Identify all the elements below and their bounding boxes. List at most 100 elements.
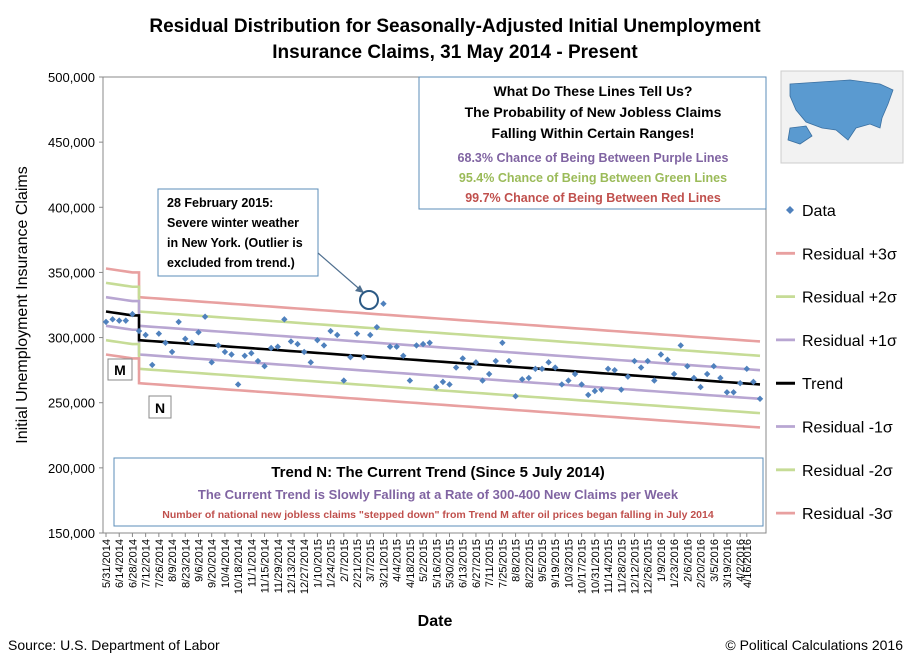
data-point	[188, 339, 196, 346]
x-tick-label: 6/14/2014	[114, 539, 126, 588]
x-tick-label: 8/23/2014	[180, 539, 192, 588]
trend-box: Trend N: The Current Trend (Since 5 July…	[113, 457, 764, 527]
x-tick-label: 12/13/2014	[286, 539, 298, 594]
band-line	[105, 295, 761, 372]
x-tick-label: 4/4/2015	[392, 539, 404, 582]
data-point	[386, 343, 394, 350]
x-tick-label: 4/16/2016	[742, 539, 754, 588]
data-point	[287, 338, 295, 345]
data-point	[300, 348, 308, 356]
x-tick-label: 11/15/2014	[260, 539, 272, 593]
data-point	[545, 359, 552, 366]
data-point	[485, 370, 493, 378]
x-tick-label: 7/25/2015	[497, 539, 509, 588]
data-point	[446, 381, 453, 388]
data-point	[657, 351, 665, 358]
data-point	[703, 370, 711, 378]
legend-label: Data	[802, 203, 836, 220]
data-point	[241, 352, 248, 360]
data-point	[254, 357, 262, 365]
source-text: Source: U.S. Department of Labor	[8, 637, 220, 653]
data-point	[228, 351, 235, 358]
x-tick-label: 11/14/2015	[603, 539, 615, 593]
annotation-arrow	[317, 252, 365, 294]
data-point	[591, 387, 599, 395]
legend-label: Residual +3σ	[802, 246, 897, 263]
data-point	[651, 377, 658, 384]
info-box-red: 99.7% Chance of Being Between Red Lines	[465, 191, 721, 205]
data-point	[512, 393, 519, 400]
data-point	[367, 331, 374, 339]
x-tick-label: 3/19/2016	[722, 539, 734, 588]
x-tick-label: 8/22/2015	[524, 539, 536, 588]
y-axis-label: Initial Unemployment Insurance Claims	[14, 166, 31, 443]
data-point	[472, 359, 480, 366]
data-point	[697, 383, 704, 391]
data-point	[281, 316, 288, 323]
data-point	[578, 381, 585, 388]
legend-marker-data	[786, 206, 794, 214]
data-point	[393, 343, 400, 350]
annotation-arrowhead	[355, 285, 364, 293]
data-point	[585, 391, 592, 399]
data-point	[248, 350, 255, 357]
x-tick-label: 2/7/2015	[339, 539, 351, 582]
data-point	[149, 361, 156, 369]
y-tick-label: 250,000	[48, 396, 95, 411]
data-point	[116, 317, 123, 324]
data-point	[215, 342, 222, 349]
data-point	[684, 363, 691, 370]
x-tick-label: 4/18/2015	[405, 539, 417, 588]
legend: Data Residual +3σ Residual +2σ Residual +1σ…	[776, 203, 897, 523]
data-point	[532, 365, 539, 373]
x-tick-label: 7/12/2014	[141, 539, 153, 588]
band-line	[105, 338, 761, 415]
data-point	[182, 335, 189, 343]
data-point	[274, 343, 281, 350]
data-point	[756, 395, 764, 403]
data-point	[129, 310, 136, 318]
data-point	[631, 357, 638, 365]
x-tick-label: 12/12/2015	[629, 539, 641, 594]
data-point	[122, 317, 130, 324]
data-point	[730, 389, 737, 396]
x-tick-label: 1/23/2016	[669, 539, 681, 588]
x-tick-label: 11/1/2014	[246, 539, 258, 587]
legend-label: Residual +1σ	[802, 333, 897, 350]
trend-box-line1: The Current Trend is Slowly Falling at a…	[198, 487, 679, 502]
trend-n-label: N	[148, 395, 172, 419]
data-point	[459, 355, 466, 362]
data-point	[433, 383, 440, 391]
x-tick-label: 9/6/2014	[193, 539, 205, 582]
data-point	[525, 374, 532, 382]
data-point	[604, 365, 612, 373]
data-point	[419, 340, 427, 348]
copyright-text: © Political Calculations 2016	[725, 637, 903, 653]
x-tick-label: 10/31/2015	[590, 539, 602, 594]
x-tick-label: 10/18/2014	[233, 539, 245, 594]
data-point	[400, 352, 407, 360]
data-point	[201, 313, 209, 320]
x-tick-label: 1/10/2015	[312, 539, 324, 588]
trend-m-label: M	[107, 358, 133, 381]
data-point	[743, 365, 750, 373]
data-point	[538, 365, 546, 373]
data-point	[571, 370, 579, 378]
x-tick-label: 9/5/2015	[537, 539, 549, 582]
band-line	[105, 281, 761, 358]
annotation-line2: Severe winter weather	[167, 216, 299, 230]
chart-title-line1: Residual Distribution for Seasonally-Adj…	[149, 16, 761, 37]
data-point	[135, 327, 143, 335]
y-tick-label: 450,000	[48, 135, 95, 150]
data-point	[307, 359, 314, 366]
y-tick-label: 300,000	[48, 331, 95, 346]
annotation-box: 28 February 2015: Severe winter weather …	[157, 188, 379, 310]
data-point	[558, 381, 566, 388]
legend-label: Residual -2σ	[802, 463, 893, 480]
legend-label: Trend	[802, 376, 843, 393]
x-tick-label: 3/21/2015	[378, 539, 390, 588]
data-point	[452, 364, 460, 371]
x-tick-label: 10/3/2015	[563, 539, 575, 588]
data-point	[373, 323, 381, 331]
trend-box-line2: Number of national new jobless claims "s…	[162, 509, 714, 521]
